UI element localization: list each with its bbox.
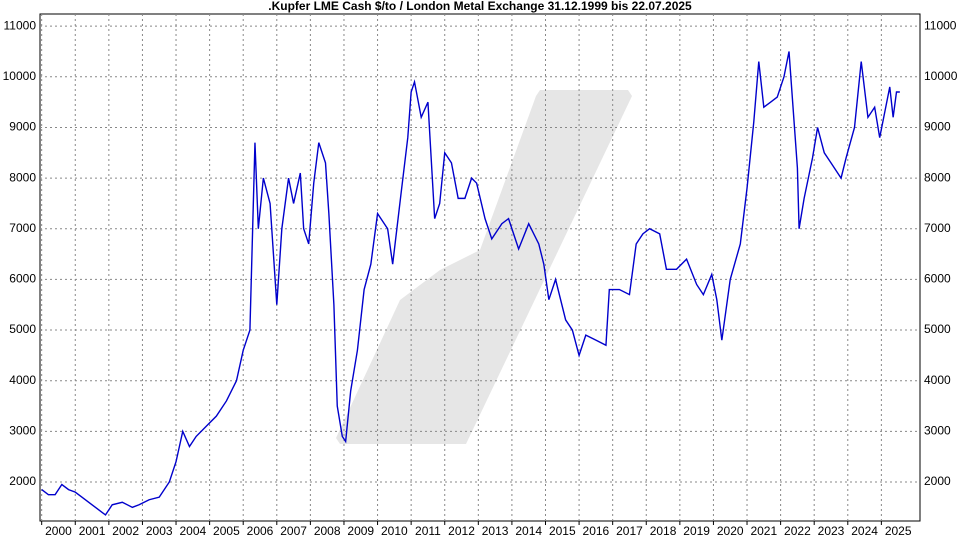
x-tick-label: 2011: [415, 524, 441, 538]
x-tick-label: 2012: [448, 524, 475, 538]
price-line: [41, 51, 900, 516]
x-tick-label: 2008: [314, 524, 341, 538]
x-tick-label: 2007: [280, 524, 307, 538]
x-tick-label: 2020: [717, 524, 744, 538]
x-tick-label: 2013: [482, 524, 509, 538]
plot-frame: [39, 13, 921, 522]
y-tick-label: 8000: [9, 170, 36, 184]
x-tick-label: 2025: [885, 524, 912, 538]
y-tick-label: 11000: [4, 18, 37, 32]
y-tick-label: 10000: [3, 69, 37, 83]
y-tick-label: 3000: [9, 424, 36, 438]
x-tick-label: 2019: [683, 524, 710, 538]
y-tick-label-right: 6000: [924, 272, 951, 286]
y-tick-label-right: 10000: [924, 69, 958, 83]
y-tick-label: 7000: [9, 221, 36, 235]
y-tick-label-right: 7000: [924, 221, 951, 235]
x-tick-label: 2015: [549, 524, 576, 538]
y-tick-label: 9000: [9, 120, 36, 134]
x-tick-label: 2003: [146, 524, 173, 538]
x-tick-label: 2024: [851, 524, 878, 538]
y-tick-label-right: 9000: [924, 120, 951, 134]
y-tick-label: 2000: [9, 474, 36, 488]
y-tick-label: 4000: [9, 373, 36, 387]
x-tick-label: 2009: [347, 524, 374, 538]
x-tick-label: 2001: [79, 524, 106, 538]
y-tick-label-right: 11000: [924, 18, 957, 32]
y-tick-label-right: 5000: [924, 322, 951, 336]
watermark: [336, 90, 632, 444]
x-tick-label: 2018: [650, 524, 677, 538]
x-tick-label: 2002: [112, 524, 139, 538]
x-tick-label: 2005: [213, 524, 240, 538]
x-tick-label: 2004: [179, 524, 206, 538]
y-tick-label-right: 3000: [924, 424, 951, 438]
x-tick-label: 2014: [515, 524, 542, 538]
y-tick-label: 6000: [9, 272, 36, 286]
chart-title: .Kupfer LME Cash $/to / London Metal Exc…: [268, 0, 692, 13]
x-tick-label: 2017: [616, 524, 643, 538]
x-tick-label: 2021: [750, 524, 777, 538]
x-tick-label: 2010: [381, 524, 408, 538]
x-tick-label: 2006: [247, 524, 274, 538]
x-tick-label: 2022: [784, 524, 811, 538]
x-tick-label: 2023: [818, 524, 845, 538]
x-tick-label: 2016: [583, 524, 610, 538]
y-tick-label: 5000: [9, 322, 36, 336]
y-tick-label-right: 4000: [924, 373, 951, 387]
y-tick-label-right: 2000: [924, 474, 951, 488]
y-tick-label-right: 8000: [924, 170, 951, 184]
x-tick-label: 2000: [45, 524, 72, 538]
